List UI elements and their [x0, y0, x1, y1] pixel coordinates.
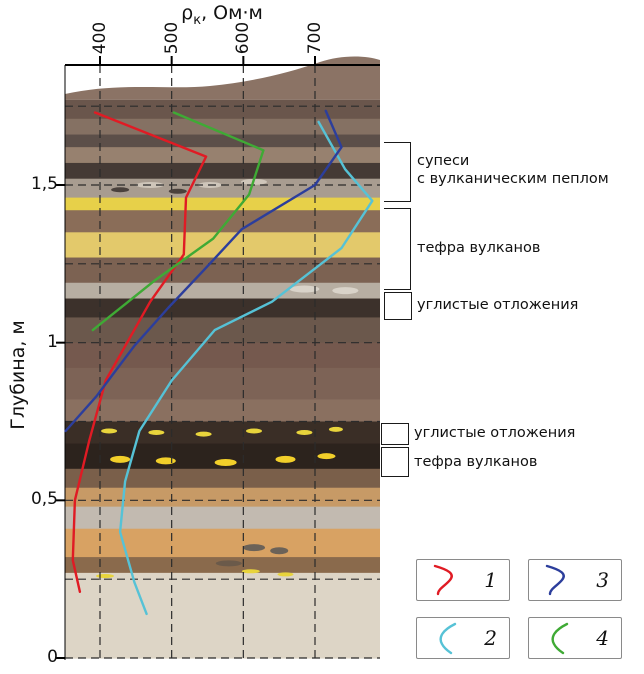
curves — [64, 109, 374, 616]
label-carbon-lower: углистые отложения — [414, 424, 575, 442]
axes — [56, 56, 380, 660]
curve-1 — [71, 111, 208, 593]
legend-label-3: 3 — [596, 568, 609, 592]
legend-curve-sample-1 — [433, 564, 453, 596]
x-tick-700: 700 — [305, 21, 325, 55]
curve-2 — [118, 120, 374, 616]
legend-label-4: 4 — [596, 626, 609, 650]
label-line: тефра вулканов — [414, 454, 538, 470]
bracket-tephra-upper — [384, 208, 411, 290]
label-line: тефра вулканов — [417, 240, 541, 256]
y-tick-15: 1,5 — [30, 174, 58, 194]
curve-3 — [64, 109, 343, 433]
x-tick-500: 500 — [162, 21, 182, 55]
legend-curve-sample-4 — [551, 622, 569, 655]
x-title-units: , Ом·м — [201, 2, 263, 24]
legend-label-1: 1 — [484, 568, 497, 592]
x-tick-600: 600 — [233, 21, 253, 55]
legend-curve-sample-3 — [545, 564, 565, 596]
legend-label-2: 2 — [484, 626, 497, 650]
y-tick-0: 0 — [47, 647, 58, 667]
legend-item-4: 4 — [528, 617, 622, 659]
x-title-symbol: ρ — [181, 2, 194, 24]
label-carbon-upper: углистые отложения — [417, 296, 578, 314]
legend-item-2: 2 — [416, 617, 510, 659]
label-line: углистые отложения — [414, 425, 576, 441]
bracket-sandy-loam — [384, 142, 411, 202]
bracket-carbon-upper — [384, 292, 412, 320]
label-sandy-loam-ash: супеси с вулканическим пеплом — [417, 152, 609, 188]
x-title-subscript: к — [193, 12, 202, 28]
bracket-tephra-lower — [381, 447, 409, 477]
legend-curve-sample-2 — [439, 622, 457, 655]
label-line: углистые отложения — [417, 297, 579, 313]
y-tick-05: 0,5 — [30, 489, 58, 509]
y-tick-1: 1 — [47, 332, 58, 352]
legend-item-3: 3 — [528, 559, 622, 601]
label-line: с вулканическим пеплом — [417, 171, 609, 188]
grid — [65, 65, 380, 659]
label-tephra-lower: тефра вулканов — [414, 453, 537, 471]
label-line: супеси — [417, 153, 470, 169]
bracket-carbon-lower — [381, 423, 409, 445]
legend-item-1: 1 — [416, 559, 510, 601]
x-tick-400: 400 — [90, 21, 110, 55]
curve-4 — [91, 111, 265, 332]
x-axis-title: ρк, Ом·м — [142, 2, 302, 28]
label-tephra-upper: тефра вулканов — [417, 239, 540, 257]
